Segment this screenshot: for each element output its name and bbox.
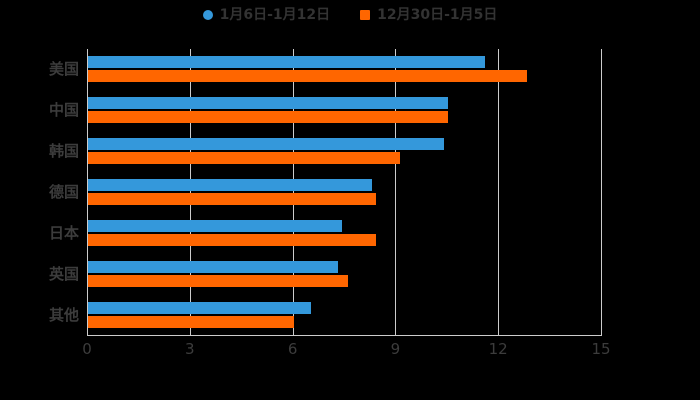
- legend-circle-icon: [202, 10, 213, 20]
- x-tick-label-6: 6: [287, 340, 298, 358]
- bar-previous-week-5: [88, 274, 349, 287]
- category-label-5: 英国: [48, 264, 79, 283]
- gridline-x-6: [292, 49, 294, 335]
- category-label-3: 德国: [48, 183, 79, 201]
- legend-item-week-current[interactable]: 1月6日-1月12日: [202, 5, 331, 25]
- bar-current-week-5: [88, 260, 339, 273]
- category-label-0: 美国: [48, 60, 79, 79]
- bar-previous-week-0: [88, 70, 527, 83]
- bar-current-week-1: [88, 97, 448, 110]
- legend-label-week-previous: 12月30日-1月5日: [377, 7, 498, 23]
- x-tick-label-0: 0: [82, 340, 92, 358]
- bar-previous-week-6: [88, 315, 294, 328]
- bar-current-week-6: [88, 301, 311, 314]
- bar-current-week-3: [88, 179, 373, 191]
- x-tick-label-9: 9: [390, 340, 401, 358]
- gridline-x-15: [601, 49, 602, 335]
- bar-previous-week-1: [88, 111, 448, 124]
- category-label-2: 韩国: [48, 142, 79, 161]
- category-label-4: 日本: [48, 223, 79, 242]
- bar-previous-week-3: [88, 193, 376, 205]
- legend-label-week-current: 1月6日-1月12日: [219, 7, 331, 23]
- x-tick-label-15: 15: [591, 340, 611, 358]
- legend-square-icon: [360, 10, 371, 20]
- x-tick-label-12: 12: [488, 340, 508, 358]
- legend: 1月6日-1月12日 12月30日-1月5日: [0, 5, 700, 25]
- category-label-1: 中国: [48, 101, 79, 120]
- category-label-6: 其他: [48, 305, 79, 324]
- plot-area: [87, 49, 602, 336]
- bar-current-week-0: [88, 56, 486, 69]
- gridline-x-3: [189, 49, 191, 335]
- bar-previous-week-4: [88, 233, 376, 246]
- gridline-x-9: [395, 49, 397, 335]
- x-tick-label-3: 3: [185, 340, 195, 358]
- gridline-x-12: [498, 49, 500, 335]
- legend-item-week-previous[interactable]: 12月30日-1月5日: [360, 5, 497, 25]
- bar-current-week-4: [88, 219, 342, 232]
- bar-previous-week-2: [88, 152, 400, 165]
- bar-current-week-2: [88, 138, 445, 151]
